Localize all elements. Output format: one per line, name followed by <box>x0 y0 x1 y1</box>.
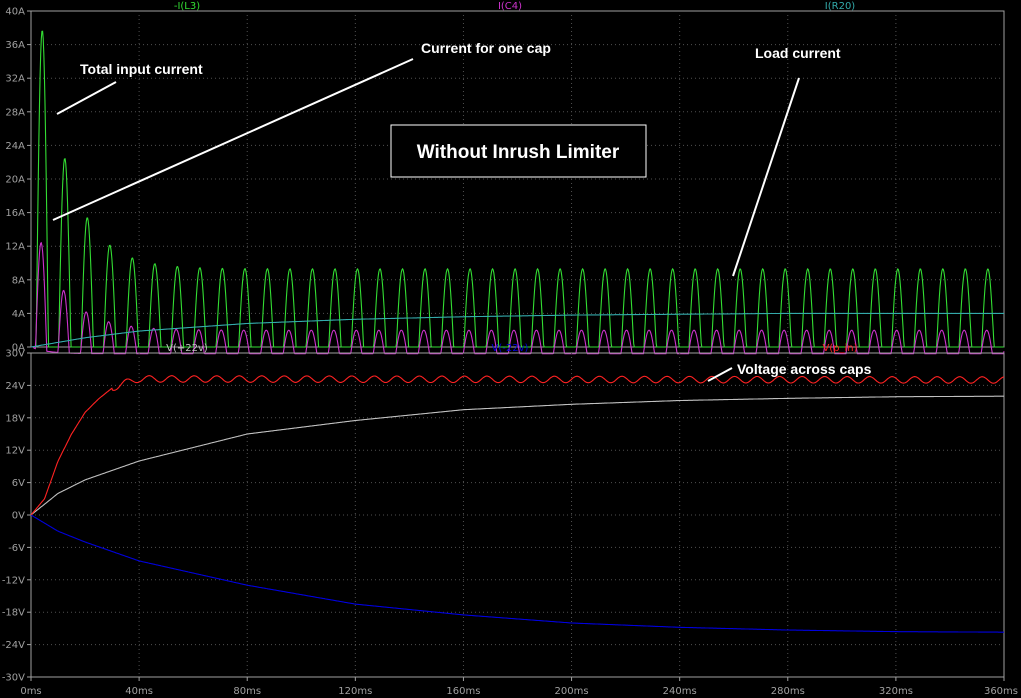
trace-v-p-in <box>30 375 1005 516</box>
y-tick-label: -6V <box>8 543 25 554</box>
y-tick-label: -18V <box>2 608 25 619</box>
x-tick-label: 80ms <box>233 686 261 697</box>
annotation-arrow <box>732 77 800 277</box>
y-tick-label: 16A <box>5 208 25 219</box>
y-tick-label: 4A <box>12 309 25 320</box>
trace-v-22v <box>30 395 1004 516</box>
bottom-voltage-panel[interactable]: 30V 24V 18V 12V 6V 0V -6V -12V -18V -24V -30V V(+2… <box>2 343 1005 684</box>
x-tick-label: 160ms <box>446 686 480 697</box>
trace-i-r20 <box>30 312 1004 348</box>
y-tick-label: 28A <box>5 107 25 118</box>
y-tick-label: 24A <box>5 141 25 152</box>
top-traces <box>30 30 1005 355</box>
x-tick-label: 40ms <box>125 686 153 697</box>
x-axis-ticks: 0ms 40ms 80ms 120ms 160ms 200ms 240ms 280ms 320m… <box>20 677 1018 697</box>
top-panel-grid <box>31 11 1004 347</box>
x-tick-label: 0ms <box>20 686 41 697</box>
y-tick-label: 6V <box>12 478 25 489</box>
annotation-text: Load current <box>755 45 841 61</box>
x-tick-label: 320ms <box>879 686 913 697</box>
y-tick-label: 18V <box>5 413 25 424</box>
title-box-frame <box>390 124 647 178</box>
trace-label[interactable]: V(p_in) <box>822 343 857 354</box>
bottom-trace-labels[interactable]: V(+22v) V(-22v) V(p_in) <box>166 343 857 354</box>
y-tick-label: 8A <box>12 275 25 286</box>
y-tick-label: 24V <box>5 381 25 392</box>
x-tick-label: 280ms <box>771 686 805 697</box>
y-tick-label: 12V <box>5 446 25 457</box>
annotation-load-current: Load current <box>732 45 841 277</box>
bottom-traces <box>30 375 1005 633</box>
annotation-current-for-one-cap: Current for one cap <box>52 40 551 221</box>
y-tick-label: 12A <box>5 242 25 253</box>
y-tick-label: -24V <box>2 640 25 651</box>
y-tick-label: 40A <box>5 7 25 18</box>
y-tick-label: 32A <box>5 74 25 85</box>
x-tick-label: 200ms <box>555 686 589 697</box>
y-tick-label: 0A <box>12 343 25 354</box>
title-box: Without Inrush Limiter <box>390 124 647 178</box>
annotation-text: Total input current <box>80 61 203 77</box>
trace-v-22v <box>30 514 1004 633</box>
y-tick-label: 20A <box>5 175 25 186</box>
trace-label[interactable]: V(+22v) <box>166 343 208 354</box>
top-current-panel[interactable]: 40A 36A 32A 28A 24A 20A 16A 12A 8A 4A 0A -I(L3) I(C… <box>5 1 1005 355</box>
annotation-arrow <box>56 81 117 115</box>
trace-i-l3 <box>31 30 1004 348</box>
annotation-total-input-current: Total input current <box>56 61 203 115</box>
top-y-axis-ticks: 40A 36A 32A 28A 24A 20A 16A 12A 8A 4A 0A <box>5 7 31 354</box>
x-tick-label: 360ms <box>984 686 1018 697</box>
annotation-arrow <box>707 367 733 382</box>
y-tick-label: 30V <box>5 349 25 360</box>
y-tick-label: -12V <box>2 575 25 586</box>
bottom-panel-frame <box>30 352 1005 678</box>
x-tick-label: 240ms <box>663 686 697 697</box>
y-tick-label: 0V <box>12 511 25 522</box>
trace-label[interactable]: -I(L3) <box>174 1 200 12</box>
trace-label[interactable]: I(C4) <box>498 1 522 12</box>
x-tick-label: 120ms <box>338 686 372 697</box>
bottom-panel-grid <box>31 353 1004 677</box>
top-trace-labels[interactable]: -I(L3) I(C4) I(R20) <box>174 1 855 12</box>
bottom-y-axis-ticks: 30V 24V 18V 12V 6V 0V -6V -12V -18V -24V -30V <box>2 349 31 684</box>
y-tick-label: -30V <box>2 673 25 684</box>
trace-label[interactable]: I(R20) <box>825 1 856 12</box>
annotation-text: Voltage across caps <box>737 361 872 377</box>
chart-title: Without Inrush Limiter <box>417 142 620 163</box>
annotation-text: Current for one cap <box>421 40 551 56</box>
y-tick-label: 36A <box>5 40 25 51</box>
annotation-arrow <box>52 58 414 221</box>
trace-label[interactable]: V(-22v) <box>492 343 529 354</box>
annotation-voltage-across-caps: Voltage across caps <box>707 361 872 382</box>
